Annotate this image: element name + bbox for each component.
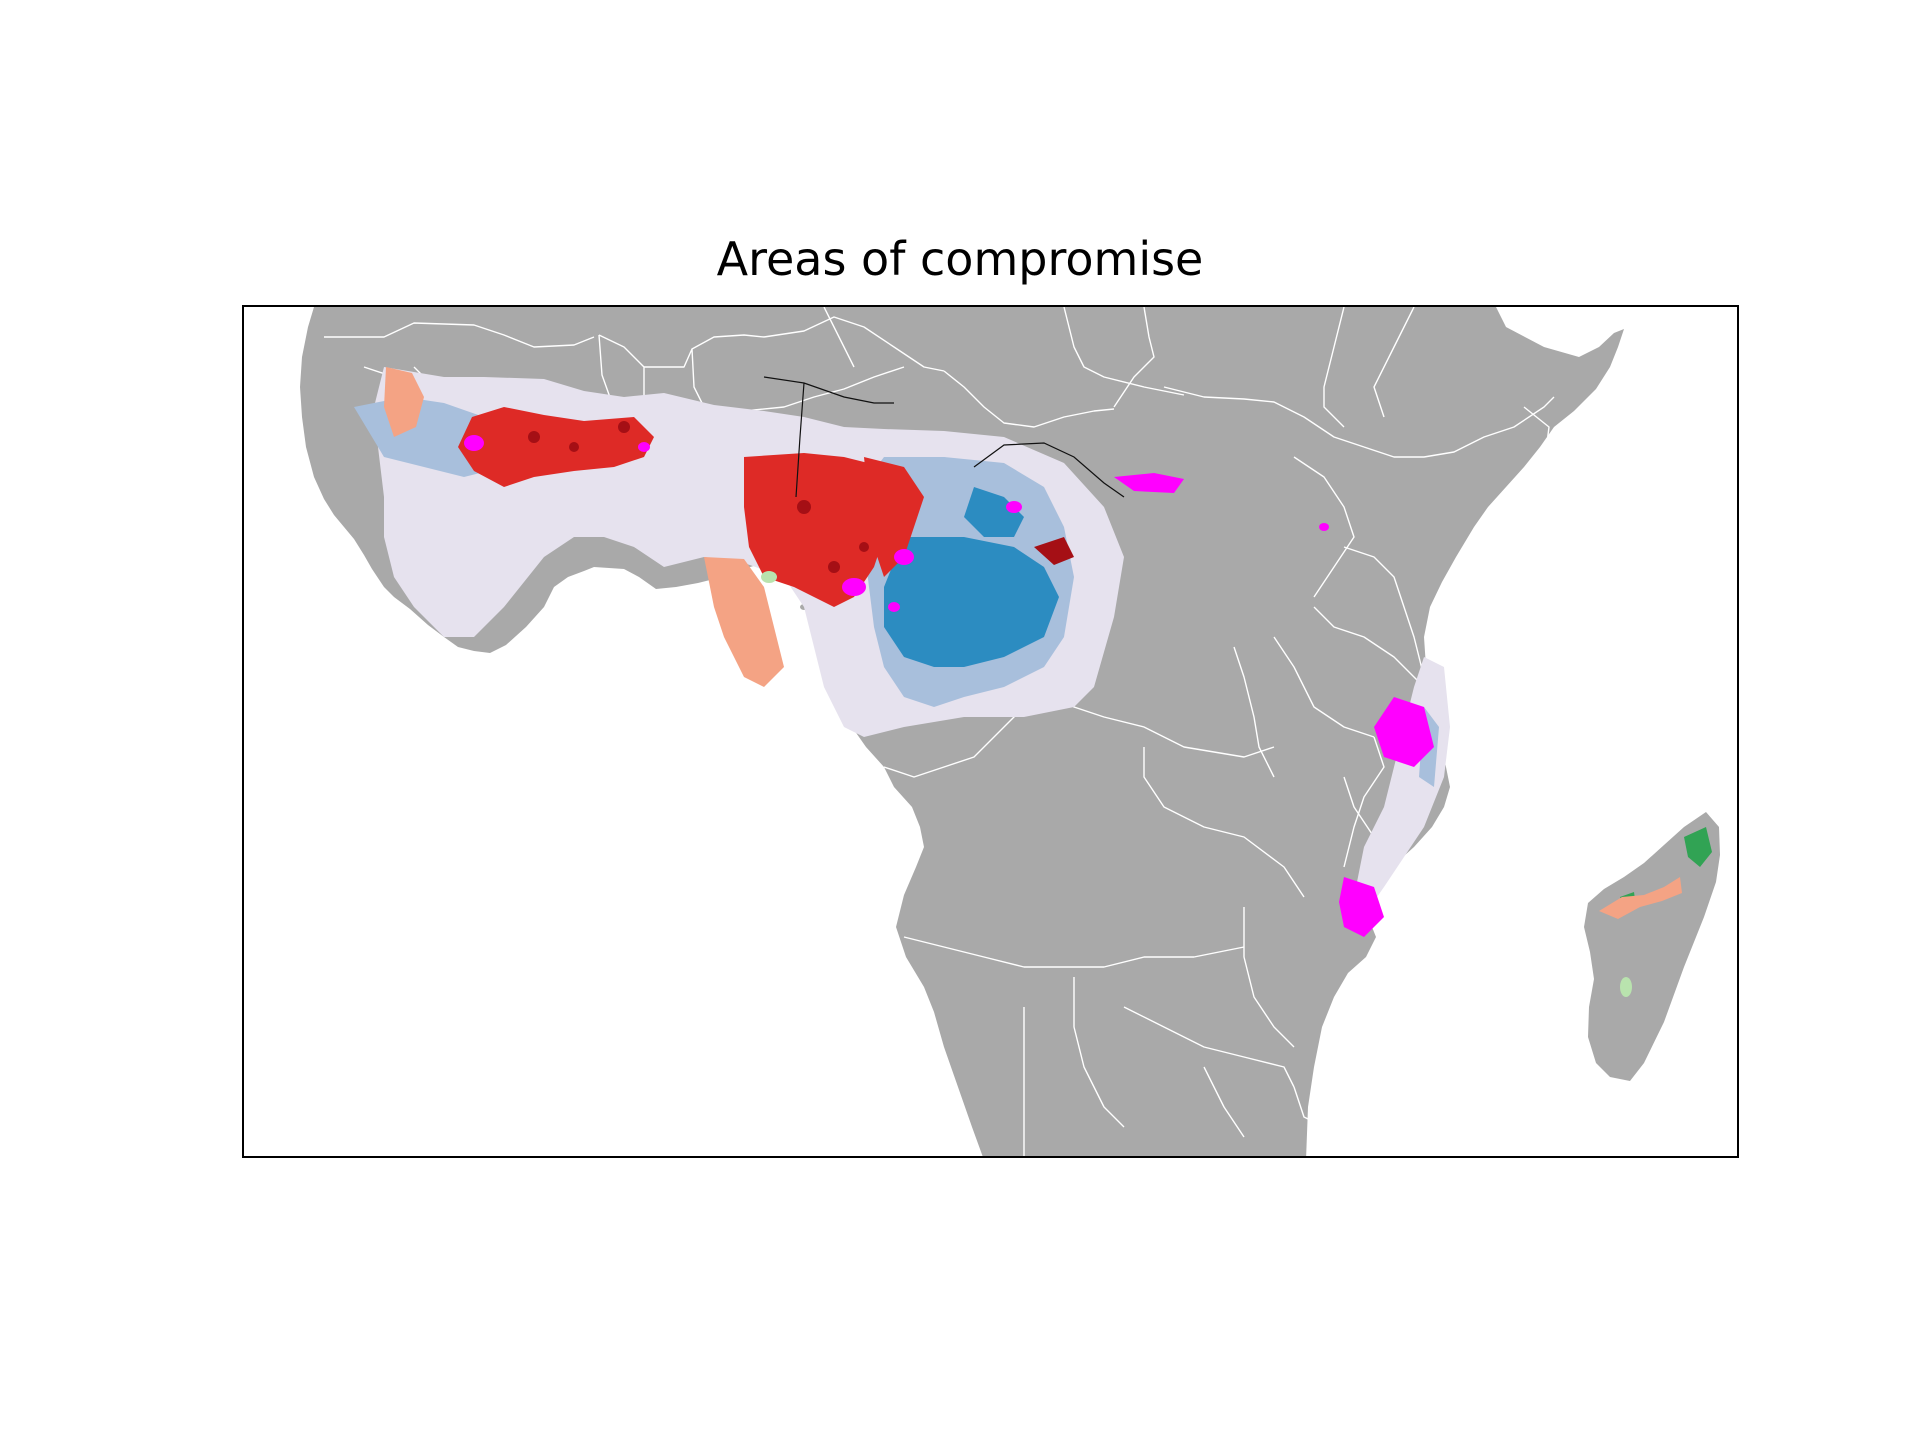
zone-salmon — [384, 367, 784, 687]
madagascar — [1584, 812, 1720, 1081]
madagascar-coast-fringe — [1599, 877, 1682, 919]
zone-red — [458, 407, 924, 607]
zone-dark-red — [528, 421, 1074, 573]
river-lines — [763, 376, 1125, 498]
map-title: Areas of compromise — [716, 232, 1204, 286]
zone-blue — [884, 487, 1059, 667]
map-svg — [244, 307, 1737, 1156]
zone-magenta — [464, 435, 1434, 937]
map-frame — [242, 305, 1739, 1158]
